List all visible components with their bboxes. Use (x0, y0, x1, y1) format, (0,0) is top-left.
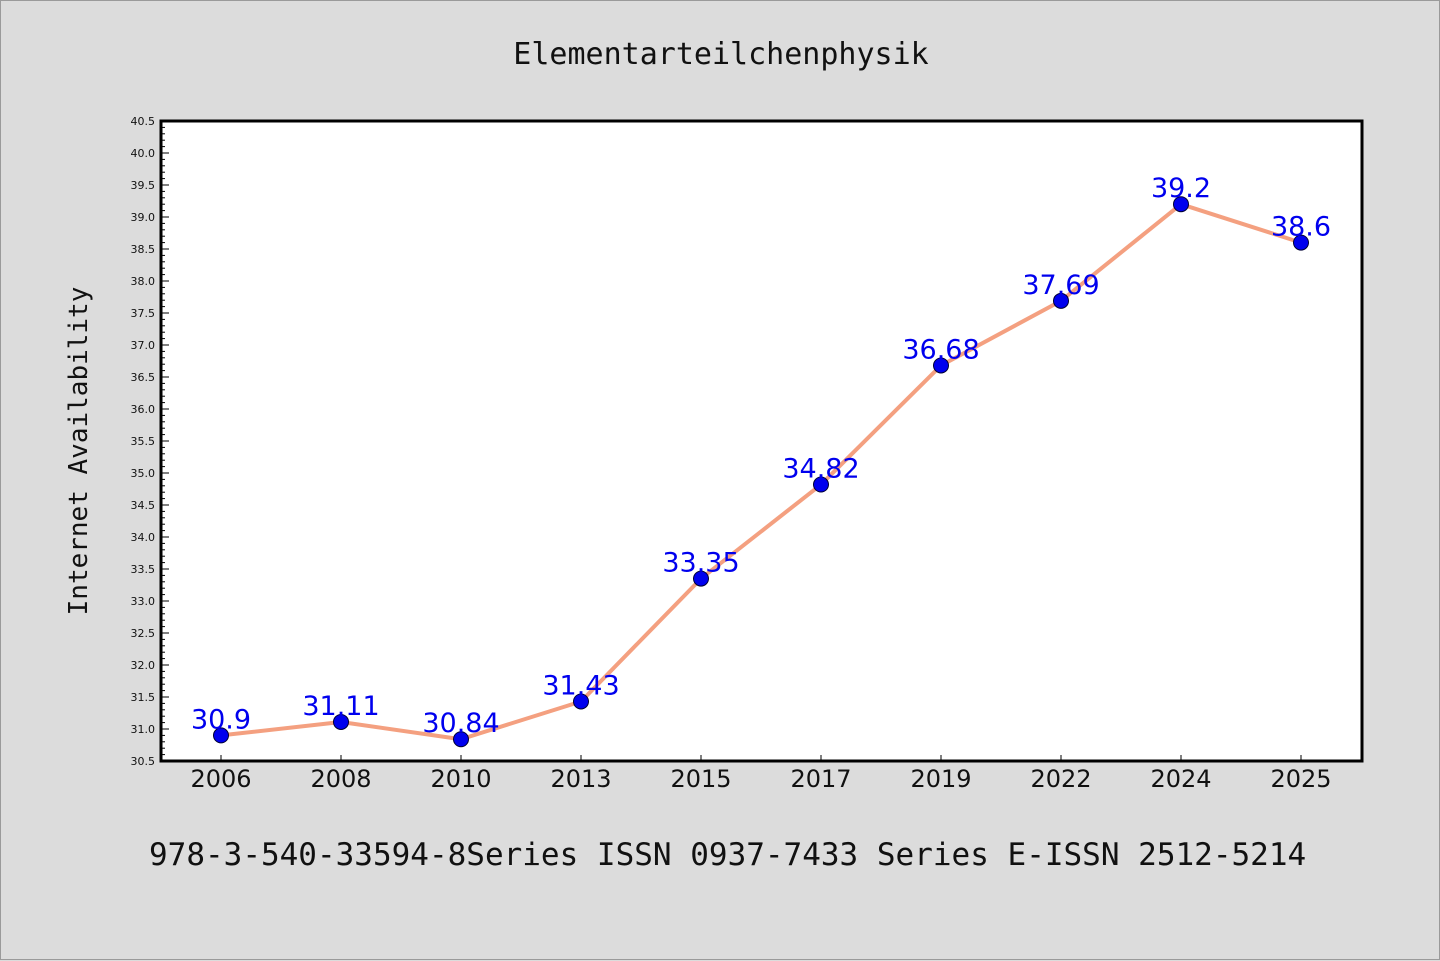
x-tick-label: 2010 (430, 765, 491, 793)
y-tick-label: 33.0 (131, 595, 156, 608)
data-point (1173, 196, 1189, 213)
y-tick-label: 35.5 (131, 435, 156, 448)
y-tick-label: 32.0 (131, 659, 156, 672)
plot-border (159, 119, 1364, 763)
x-tick-label: 2025 (1270, 765, 1331, 793)
data-point (1293, 234, 1309, 251)
data-label: 36.68 (902, 334, 979, 365)
y-tick-label: 39.5 (131, 179, 156, 192)
series-line (219, 202, 1303, 742)
data-label: 30.84 (422, 708, 499, 739)
x-tick-label: 2008 (310, 765, 371, 793)
y-tick-label: 36.5 (131, 371, 156, 384)
data-labels: 30.9 31.11 30.84 31.43 33.35 34.82 36.68 37.69 3… (191, 173, 1331, 739)
data-point (213, 727, 229, 744)
data-point (693, 570, 709, 587)
y-tick-label: 34.5 (131, 499, 156, 512)
data-point (1053, 292, 1069, 309)
data-label: 39.2 (1151, 173, 1211, 204)
data-point (933, 357, 949, 374)
y-tick-label: 39.0 (131, 211, 156, 224)
data-label: 31.11 (302, 691, 379, 722)
data-point (573, 693, 589, 710)
chart-title: Elementarteilchenphysik (513, 37, 928, 72)
y-tick-label: 31.5 (131, 691, 156, 704)
y-tick-label: 36.0 (131, 403, 156, 416)
x-tick-label: 2017 (790, 765, 851, 793)
y-tick-label: 40.0 (131, 147, 156, 160)
x-tick-label: 2019 (910, 765, 971, 793)
y-axis-title: Internet Availability (64, 287, 94, 616)
y-tick-label: 37.5 (131, 307, 156, 320)
x-tick-label: 2013 (550, 765, 611, 793)
data-label: 30.9 (191, 704, 251, 735)
x-tick-label: 2015 (670, 765, 731, 793)
y-tick-label: 34.0 (131, 531, 156, 544)
data-label: 34.82 (782, 454, 859, 485)
y-tick-label: 38.0 (131, 275, 156, 288)
plot-area (161, 121, 1362, 761)
y-tick-label: 31.0 (131, 723, 156, 736)
data-point (813, 476, 829, 493)
y-tick-label: 37.0 (131, 339, 156, 352)
data-point (453, 731, 469, 748)
y-tick-label: 35.0 (131, 467, 156, 480)
data-point (333, 713, 349, 730)
x-axis: 2006 2008 2010 2013 2015 2017 2019 2022 2024 2025 (190, 755, 1332, 793)
y-tick-label: 33.5 (131, 563, 156, 576)
data-label: 37.69 (1022, 270, 1099, 301)
data-label: 33.35 (662, 548, 739, 579)
y-tick-label: 38.5 (131, 243, 156, 256)
y-tick-label: 32.5 (131, 627, 156, 640)
series-layer (213, 196, 1309, 748)
x-tick-label: 2022 (1030, 765, 1091, 793)
x-tick-label: 2024 (1150, 765, 1211, 793)
footer-isbn-issn: 978-3-540-33594-8Series ISSN 0937-7433 S… (149, 837, 1306, 873)
data-label: 31.43 (542, 670, 619, 701)
x-tick-label: 2006 (190, 765, 251, 793)
data-label: 38.6 (1271, 212, 1331, 243)
y-tick-label: 30.5 (131, 755, 156, 768)
y-tick-label: 40.5 (131, 115, 156, 128)
